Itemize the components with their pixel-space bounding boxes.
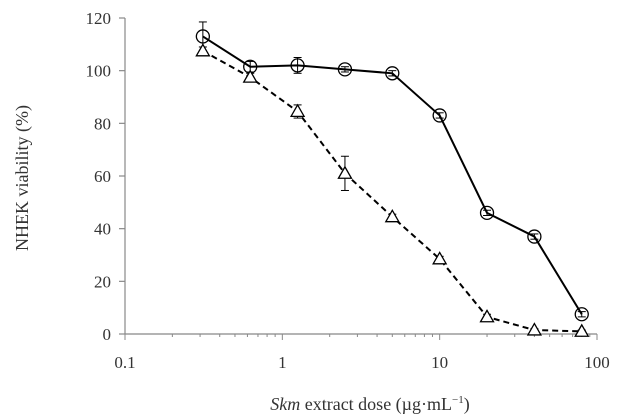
x-axis-title-close: ) — [464, 394, 470, 415]
data-point-triangle — [195, 43, 211, 57]
x-axis-title-italic: Skm — [270, 394, 300, 414]
series-line-triangle — [202, 50, 582, 333]
x-axis-title-text: extract dose (µg·mL — [300, 394, 452, 415]
data-point-circle — [527, 229, 542, 244]
data-point-circle — [432, 108, 447, 123]
data-point-triangle — [242, 69, 258, 83]
x-tick-label: 100 — [584, 353, 610, 372]
x-axis-title-superscript: −1 — [452, 394, 464, 406]
x-tick-label: 10 — [431, 353, 448, 372]
y-tick-label: 40 — [94, 220, 111, 239]
series-line-circle — [202, 35, 583, 315]
axes — [119, 17, 598, 340]
tick-labels: 0 20 40 60 80 100 120 0.1 1 10 100 — [86, 9, 610, 372]
data-point-triangle — [479, 309, 495, 323]
data-point-triangle — [526, 322, 543, 336]
data-point-circle — [195, 29, 211, 44]
x-tick-label: 0.1 — [114, 353, 135, 372]
y-tick-label: 60 — [94, 167, 111, 186]
data-point-circle — [337, 62, 353, 77]
data-point-triangle — [384, 209, 400, 223]
data-point-triangle — [337, 165, 353, 179]
y-axis-title: NHEK viability (%) — [12, 105, 33, 251]
data-point-triangle — [574, 323, 590, 337]
y-tick-label: 120 — [86, 9, 112, 28]
series-circle — [195, 21, 589, 322]
series-group — [195, 21, 590, 337]
y-tick-label: 80 — [94, 114, 111, 133]
data-point-circle — [574, 307, 589, 322]
data-point-circle — [479, 205, 495, 221]
y-tick-label: 0 — [103, 325, 112, 344]
y-tick-label: 20 — [94, 272, 111, 291]
data-point-triangle — [289, 103, 306, 118]
series-triangle — [195, 43, 590, 337]
data-point-circle — [385, 66, 400, 81]
x-tick-label: 1 — [278, 353, 287, 372]
y-tick-label: 100 — [86, 62, 112, 81]
data-point-triangle — [432, 251, 448, 265]
data-point-circle — [290, 58, 305, 73]
x-axis-title: Skm extract dose (µg·mL−1) — [270, 394, 470, 415]
